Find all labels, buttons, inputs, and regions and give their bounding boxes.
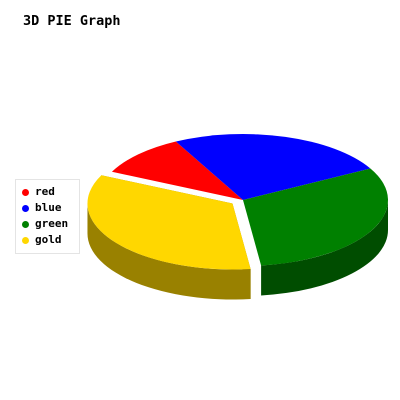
pie-side-green	[261, 200, 389, 296]
pie-slice-green	[243, 168, 388, 266]
pie-slice-red	[111, 141, 243, 200]
pie-tops	[87, 134, 388, 270]
chart-title: 3D PIE Graph	[23, 13, 121, 29]
legend-swatch-gold	[22, 236, 29, 244]
legend-item-green: green	[22, 216, 79, 232]
legend-item-blue: blue	[22, 200, 79, 216]
legend-item-red: red	[22, 184, 79, 200]
legend-label-blue: blue	[35, 201, 62, 214]
legend-label-green: green	[35, 217, 69, 230]
pie-slice-gold	[87, 175, 251, 270]
pie-slice-blue	[175, 134, 371, 200]
legend-swatch-red	[22, 188, 29, 196]
pie-side-gold	[87, 203, 251, 300]
legend-label-gold: gold	[35, 233, 62, 246]
legend: red blue green gold	[15, 179, 80, 254]
legend-item-gold: gold	[22, 232, 79, 248]
legend-swatch-green	[22, 220, 29, 228]
legend-swatch-blue	[22, 204, 29, 212]
legend-label-red: red	[35, 185, 55, 198]
